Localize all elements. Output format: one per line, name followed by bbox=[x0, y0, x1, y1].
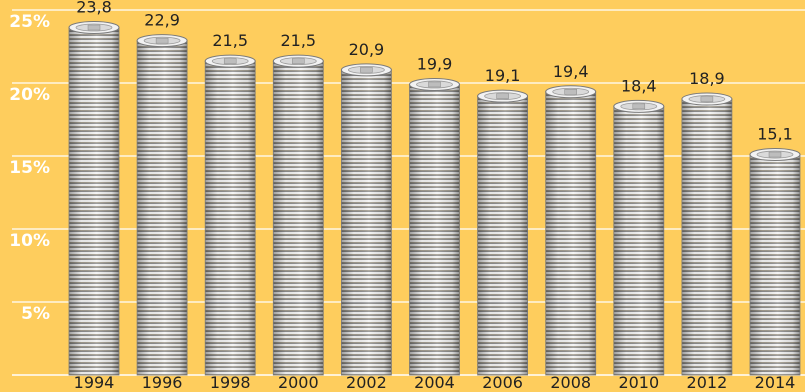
bar bbox=[749, 148, 801, 376]
bar bbox=[545, 85, 597, 376]
data-label: 21,5 bbox=[212, 31, 248, 50]
coin-stack-shading bbox=[409, 84, 460, 376]
x-tick-label: 2000 bbox=[278, 373, 319, 392]
coin-top-center bbox=[564, 89, 577, 95]
bar bbox=[477, 89, 529, 376]
bar bbox=[204, 54, 256, 376]
coin-stack-shading bbox=[205, 61, 256, 375]
coin-top-center bbox=[768, 151, 782, 158]
coin-stack-shading bbox=[273, 61, 324, 375]
data-label: 18,9 bbox=[689, 69, 725, 88]
y-tick-label: 5% bbox=[21, 304, 50, 324]
x-tick-label: 2008 bbox=[550, 373, 591, 392]
x-axis: 1994 1996 1998 2000 2002 2004 2006 2008 2010 2012… bbox=[74, 373, 796, 392]
coin-stack-shading bbox=[545, 91, 596, 375]
x-tick-label: 1994 bbox=[74, 373, 115, 392]
x-tick-label: 2012 bbox=[687, 373, 728, 392]
data-label: 19,4 bbox=[553, 62, 589, 81]
coin-stack-shading bbox=[750, 154, 800, 375]
x-tick-label: 2010 bbox=[618, 373, 659, 392]
coin-stack-shading bbox=[613, 106, 664, 376]
data-label: 15,1 bbox=[757, 125, 793, 144]
coin-top-center bbox=[87, 24, 101, 31]
coin-stack-shading bbox=[681, 99, 732, 375]
bar bbox=[340, 63, 392, 376]
coin-stack-shading bbox=[137, 40, 188, 375]
x-tick-label: 2006 bbox=[482, 373, 523, 392]
coin-top-center bbox=[155, 37, 169, 44]
bar bbox=[272, 54, 324, 376]
x-tick-label: 2002 bbox=[346, 373, 387, 392]
data-label: 21,5 bbox=[280, 31, 316, 50]
coin-top-center bbox=[496, 93, 509, 99]
coin-top-center bbox=[360, 67, 373, 73]
coin-top-center bbox=[700, 96, 714, 102]
data-label: 20,9 bbox=[349, 40, 385, 59]
x-tick-label: 1996 bbox=[142, 373, 183, 392]
coin-top-center bbox=[223, 58, 237, 64]
data-label: 19,1 bbox=[485, 66, 521, 85]
coin-stack-shading bbox=[69, 27, 119, 376]
data-label: 23,8 bbox=[76, 0, 112, 17]
y-tick-label: 15% bbox=[9, 158, 50, 178]
coin-stack-shading bbox=[477, 96, 528, 375]
coin-stack-shading bbox=[341, 69, 392, 376]
bar bbox=[613, 99, 665, 376]
x-tick-label: 2014 bbox=[755, 373, 796, 392]
data-label: 22,9 bbox=[144, 11, 180, 30]
bars: 23,8 22,9 21,5 21,5 20,9 19,9 19,1 19,4 18,4 18,9… bbox=[68, 0, 801, 376]
y-tick-label: 20% bbox=[9, 85, 50, 105]
coin-top-center bbox=[632, 103, 646, 110]
bar bbox=[68, 21, 120, 376]
data-label: 18,4 bbox=[621, 76, 657, 95]
bar bbox=[136, 34, 188, 376]
data-label: 19,9 bbox=[417, 54, 453, 73]
coin-top-center bbox=[292, 58, 305, 64]
bar bbox=[409, 77, 460, 376]
bar bbox=[681, 92, 733, 376]
y-tick-label: 25% bbox=[9, 12, 50, 32]
x-tick-label: 2004 bbox=[414, 373, 455, 392]
x-tick-label: 1998 bbox=[210, 373, 251, 392]
coin-top-center bbox=[428, 81, 441, 88]
y-axis: 5% 10% 15% 20% 25% bbox=[9, 12, 50, 324]
y-tick-label: 10% bbox=[9, 231, 50, 251]
